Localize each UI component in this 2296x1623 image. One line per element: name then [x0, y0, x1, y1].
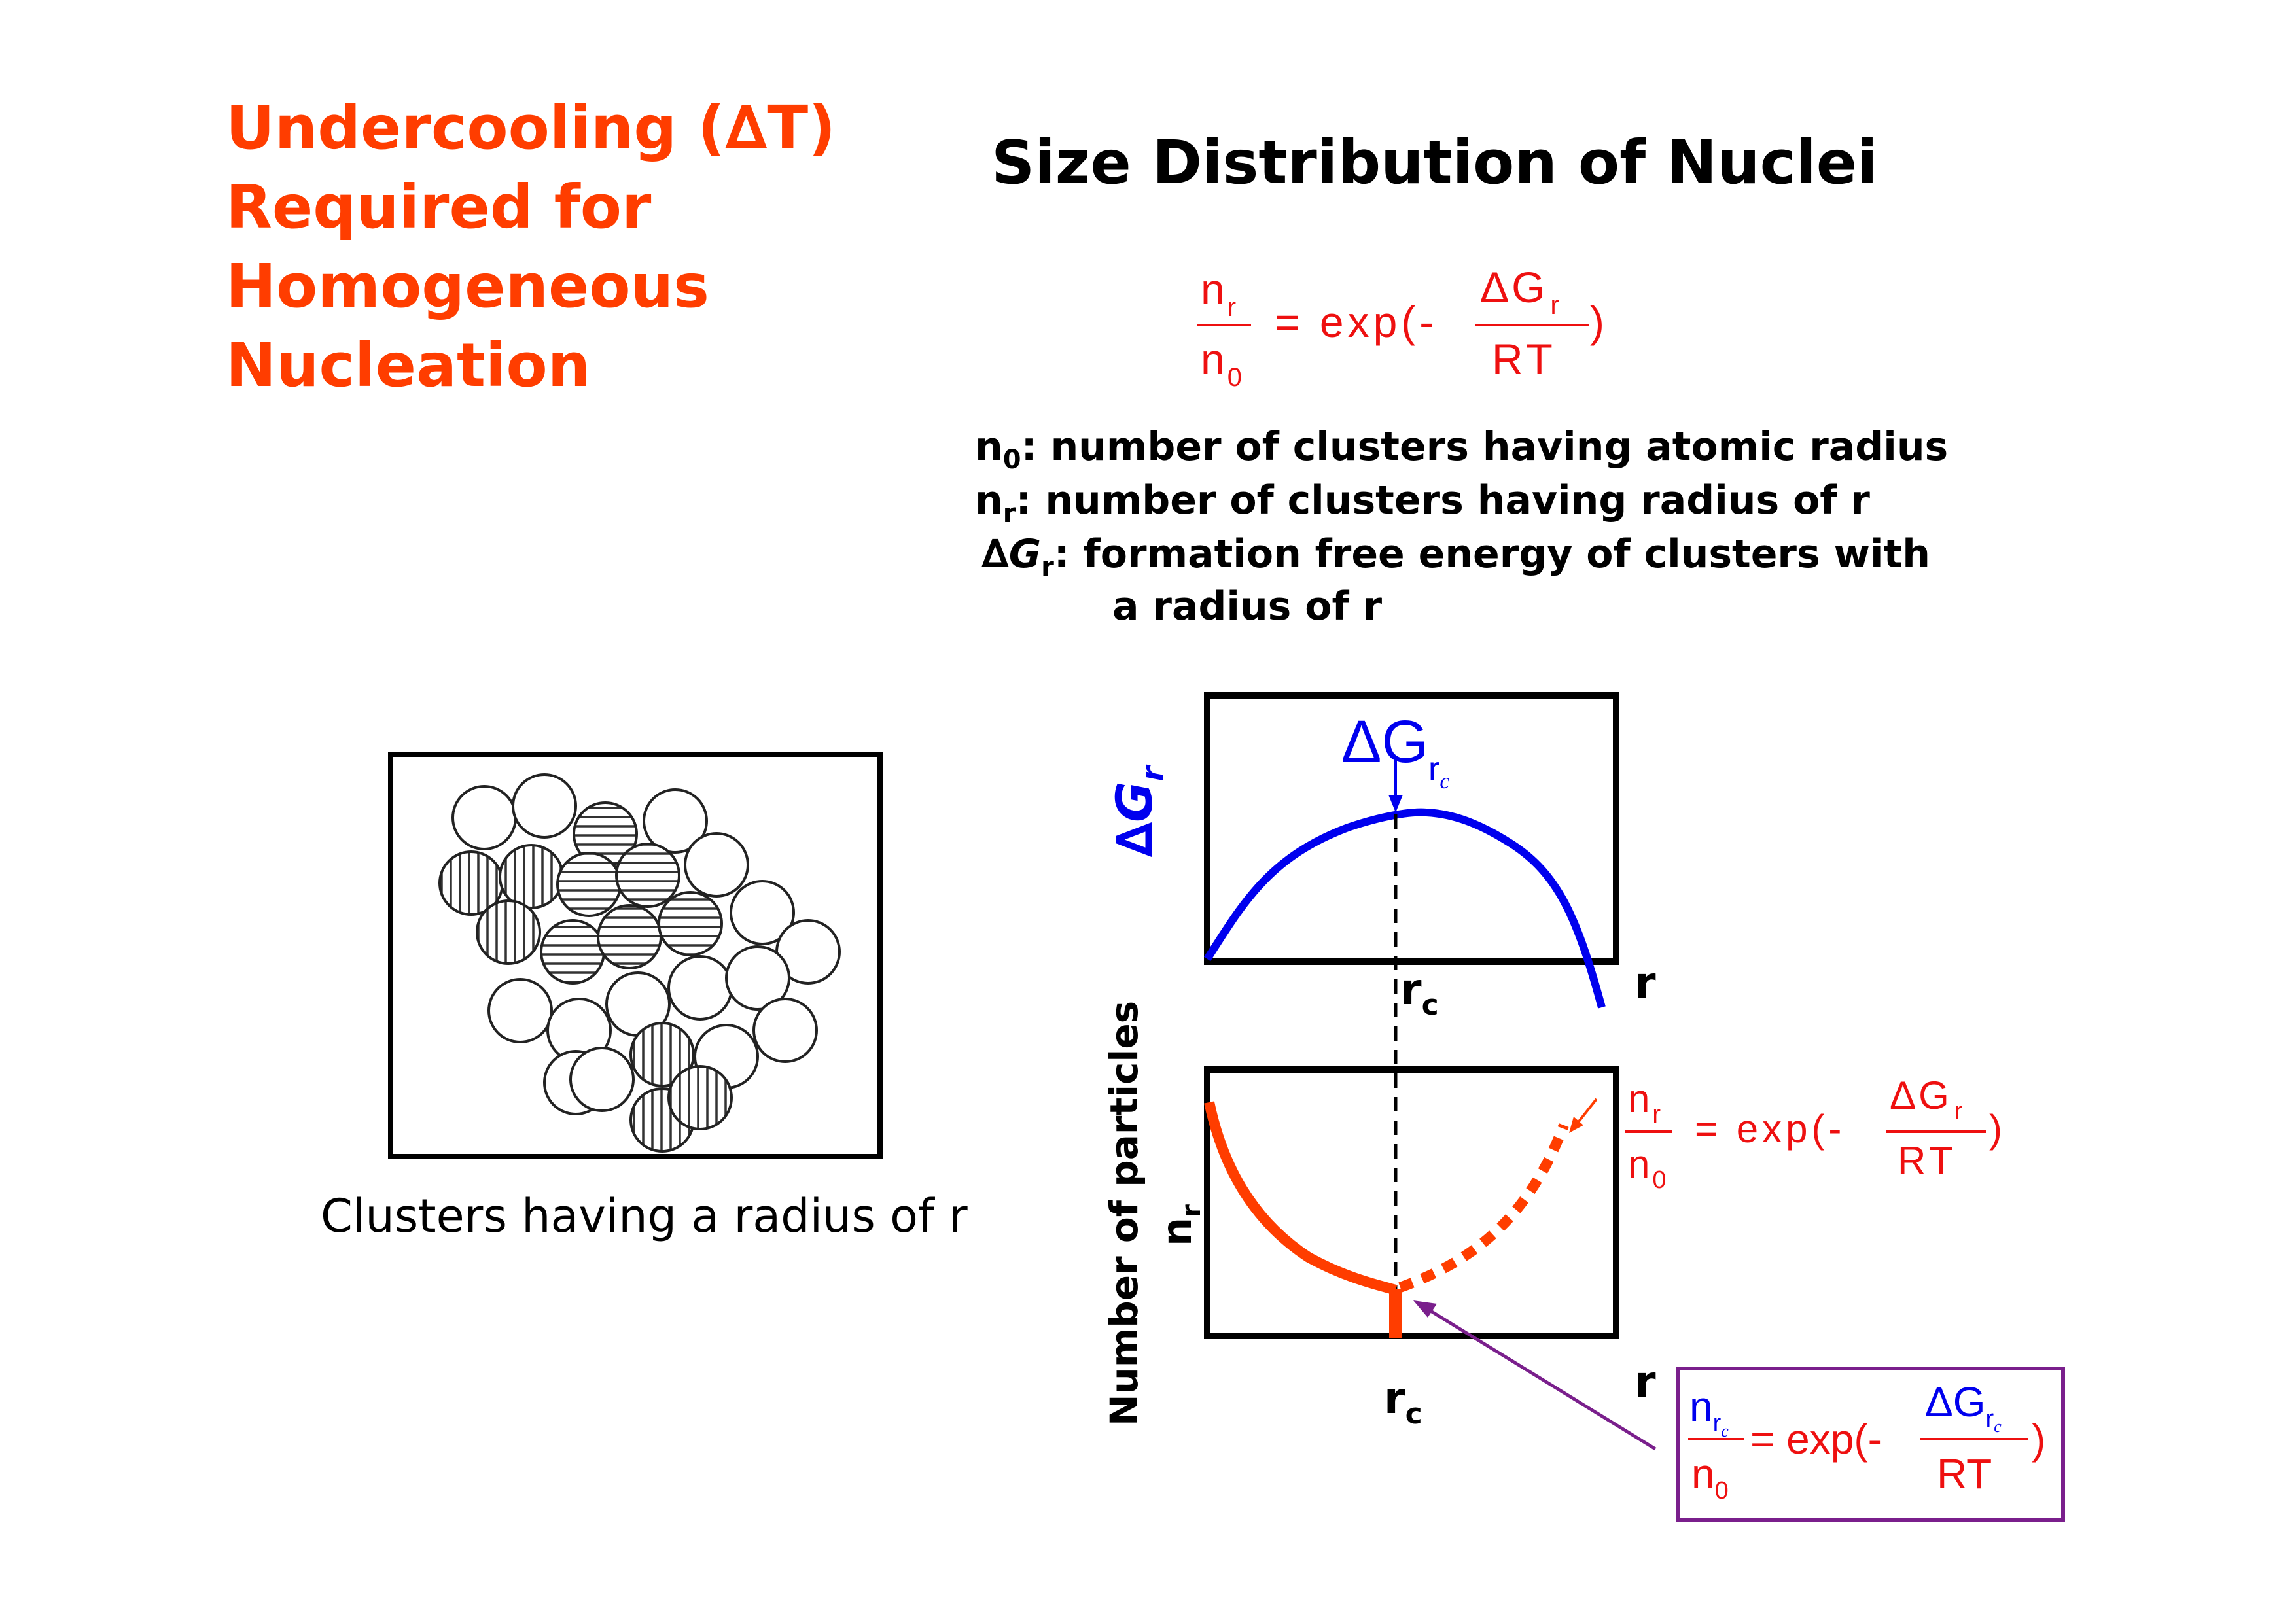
cluster-circle-hatched: [499, 844, 564, 909]
cluster-circle: [643, 788, 708, 854]
svg-text:ΔGr: ΔG r: [1890, 1073, 1965, 1125]
top-rc-tick-label: rc: [1400, 964, 1439, 1022]
cluster-circle-hatched: [476, 899, 541, 965]
side-formula-pointer-head: [1569, 1117, 1583, 1133]
particle-count-plot: Number of particles nr rc r: [1102, 1001, 1656, 1431]
cluster-circle-hatched: [597, 904, 662, 969]
free-energy-plot-frame: [1204, 692, 1619, 965]
particle-count-curve-unstable: [1398, 1123, 1569, 1293]
boxed-formula: nrc n0 = exp(- ΔGrc RT ): [1676, 1367, 2065, 1522]
svg-text:ΔGrc: ΔGrc: [1925, 1378, 2002, 1436]
cluster-circle-hatched: [615, 843, 680, 908]
svg-text:n0: n0: [1628, 1142, 1667, 1194]
bottom-r-axis-label: r: [1634, 1357, 1656, 1407]
cluster-circle-hatched: [658, 891, 723, 956]
peak-arrow-head: [1388, 795, 1403, 812]
svg-text:): ): [1989, 1107, 2002, 1151]
side-formula-pointer: [1576, 1098, 1598, 1125]
cluster-circle: [487, 978, 553, 1043]
svg-text:RT: RT: [1898, 1139, 1957, 1183]
definition-n0: n0: number of clusters having atomic rad…: [975, 424, 1949, 475]
cluster-circle: [569, 1047, 635, 1112]
svg-text:= exp(-: = exp(-: [1695, 1107, 1845, 1151]
formula-exp: = exp(-: [1275, 298, 1438, 346]
cluster-circle: [752, 998, 818, 1063]
particle-count-axis-symbol: nr: [1153, 1204, 1207, 1246]
particle-count-curve: [1204, 1101, 1398, 1295]
free-energy-plot: ΔGrc ∆Gr rc r: [1105, 692, 1656, 1022]
formula-rhs-denominator: RT: [1492, 335, 1557, 383]
subtitle-line-4: Nucleation: [226, 330, 591, 400]
svg-text:nr: nr: [1628, 1077, 1661, 1128]
particle-count-plot-frame: [1204, 1066, 1619, 1339]
boxed-formula-arrow-head: [1413, 1300, 1437, 1318]
boxed-formula-arrow: [1425, 1306, 1657, 1451]
formula-rhs-numerator: ΔG r: [1480, 263, 1562, 320]
slide-subtitle: Undercooling (∆T) Required for Homogeneo…: [226, 88, 836, 405]
bottom-rc-tick-label: rc: [1384, 1373, 1422, 1431]
svg-text:RT: RT: [1937, 1450, 1992, 1497]
subtitle-line-1: Undercooling (∆T): [226, 93, 836, 163]
svg-text:nrc: nrc: [1689, 1383, 1729, 1440]
svg-text:): ): [2032, 1416, 2045, 1463]
svg-text:= exp(-: = exp(-: [1750, 1416, 1882, 1463]
cluster-circle: [684, 832, 749, 898]
cluster-circle: [512, 773, 577, 839]
cluster-circle: [725, 945, 790, 1011]
boxed-formula-frame: [1676, 1367, 2065, 1522]
cluster-circle-hatched: [667, 1065, 733, 1130]
cluster-circle: [451, 785, 517, 850]
definition-nr: nr: number of clusters having radius of …: [975, 478, 1870, 529]
definition-continuation: a radius of r: [1112, 584, 1383, 629]
cluster-illustration: [438, 773, 841, 1153]
particle-count-axis-label: Number of particles: [1102, 1001, 1146, 1426]
svg-text:n0: n0: [1691, 1450, 1729, 1505]
cluster-circle-hatched: [556, 852, 622, 917]
cluster-circle-hatched: [540, 919, 605, 985]
peak-label: ΔGrc: [1341, 708, 1449, 794]
cluster-circle: [730, 880, 795, 945]
free-energy-curve: [1203, 808, 1606, 1009]
free-energy-axis-label: ∆Gr: [1105, 764, 1171, 857]
top-r-axis-label: r: [1634, 958, 1656, 1008]
cluster-circle: [667, 955, 733, 1021]
page-title: Size Distribution of Nuclei: [991, 128, 1878, 198]
subtitle-line-2: Required for: [226, 172, 652, 242]
cluster-circle-hatched: [629, 1022, 695, 1087]
cluster-caption: Clusters having a radius of r: [321, 1189, 968, 1243]
definition-delta-g: ∆Gr: formation free energy of clusters w…: [981, 531, 1931, 582]
formula-close-paren: ): [1590, 298, 1604, 346]
subtitle-line-3: Homogeneous: [226, 251, 709, 321]
